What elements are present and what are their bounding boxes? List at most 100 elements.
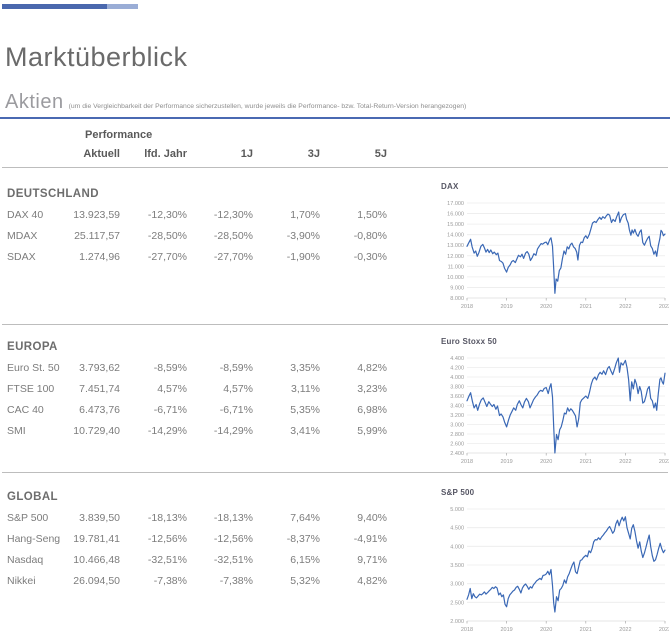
chart-sp-500: S&P 500 2.000 2.500 3.000 3.500 4.000 4.500 5.…	[441, 487, 669, 635]
chart-plot: 2.000 2.500 3.000 3.500 4.000 4.500 5.000 2018 2…	[450, 507, 669, 633]
section-title: GLOBAL	[7, 491, 58, 503]
row-value: -27,70%	[213, 251, 253, 263]
row-value: -0,30%	[353, 251, 387, 263]
row-value: -27,70%	[147, 251, 187, 263]
row-value: 3,41%	[290, 425, 320, 437]
row-value: -8,59%	[219, 362, 253, 374]
row-value: 5,32%	[290, 575, 320, 587]
row-value: -28,50%	[213, 230, 253, 242]
table-row: S&P 500 3.839,50 -18,13% -18,13% 7,64% 9,40%	[7, 508, 387, 529]
y-tick-label: 14.000	[447, 233, 464, 239]
row-label: SDAX	[7, 251, 36, 263]
table-section-deutschland: DEUTSCHLAND DAX 40 13.923,59 -12,30% -12,30…	[7, 188, 387, 268]
row-label: MDAX	[7, 230, 38, 242]
row-value: 1,70%	[290, 209, 320, 221]
y-tick-label: 11.000	[448, 264, 464, 270]
y-tick-label: 2.000	[450, 619, 464, 625]
row-value: -1,90%	[286, 251, 320, 263]
row-value: 4,57%	[223, 383, 253, 395]
row-label: DAX 40	[7, 209, 44, 221]
y-tick-label: 3.800	[450, 385, 464, 391]
row-value: -18,13%	[147, 512, 187, 524]
y-tick-label: 16.000	[447, 212, 464, 218]
row-value: -32,51%	[147, 554, 187, 566]
price-line	[466, 357, 666, 454]
y-tick-label: 3.000	[450, 582, 464, 588]
section-heading-note: (um die Vergleichbarkeit der Performance…	[68, 103, 467, 110]
y-tick-label: 12.000	[447, 254, 464, 260]
row-label: Hang-Seng	[7, 533, 61, 545]
row-label: FTSE 100	[7, 383, 55, 395]
y-tick-label: 4.200	[450, 366, 464, 372]
column-header-3j: 3J	[307, 148, 320, 160]
row-value: -32,51%	[213, 554, 253, 566]
row-value: 9,40%	[357, 512, 387, 524]
x-tick-label: 2022	[619, 459, 631, 465]
row-value: -14,29%	[213, 425, 253, 437]
y-tick-label: 3.600	[450, 394, 464, 400]
row-value: -12,30%	[147, 209, 187, 221]
section-title: EUROPA	[7, 341, 58, 353]
section-rows: Euro St. 50 3.793,62 -8,59% -8,59% 3,35% 4,82…	[7, 358, 387, 442]
row-value: -12,56%	[147, 533, 187, 545]
row-value: -4,91%	[353, 533, 387, 545]
page-title: Marktüberblick	[5, 42, 188, 72]
row-value: 19.781,41	[73, 533, 120, 545]
row-value: 10.729,40	[73, 425, 120, 437]
row-value: 4,57%	[157, 383, 187, 395]
x-tick-label: 2023	[659, 627, 669, 633]
row-label: CAC 40	[7, 404, 44, 416]
row-label: S&P 500	[7, 512, 49, 524]
row-value: -28,50%	[147, 230, 187, 242]
table-row: Hang-Seng 19.781,41 -12,56% -12,56% -8,37% -4…	[7, 529, 387, 550]
row-value: 3.839,50	[79, 512, 120, 524]
chart-title: DAX	[441, 182, 459, 191]
table-section-europa: EUROPA Euro St. 50 3.793,62 -8,59% -8,59% 3,…	[7, 341, 387, 442]
chart-plot: 8.000 9.000 10.000 11.000 12.000 13.000 14.000…	[447, 201, 669, 310]
row-value: 6,98%	[357, 404, 387, 416]
row-label: Nasdaq	[7, 554, 44, 566]
column-header-5j: 5J	[374, 148, 387, 160]
row-value: 1.274,96	[79, 251, 120, 263]
row-value: 7.451,74	[79, 383, 120, 395]
x-tick-label: 2021	[580, 459, 592, 465]
column-header-lfd-jahr: lfd. Jahr	[144, 148, 187, 160]
y-tick-label: 2.600	[450, 442, 464, 448]
row-value: 3,35%	[290, 362, 320, 374]
x-tick-label: 2019	[500, 459, 512, 465]
x-tick-label: 2022	[619, 627, 631, 633]
row-value: -7,38%	[219, 575, 253, 587]
x-tick-label: 2018	[461, 304, 473, 310]
chart-title: S&P 500	[441, 488, 475, 497]
table-row: DAX 40 13.923,59 -12,30% -12,30% 1,70% 1,50%	[7, 205, 387, 226]
price-line	[466, 211, 666, 294]
section-heading-label: Aktien	[5, 91, 64, 113]
section-heading: Aktien (um die Vergleichbarkeit der Perfo…	[5, 91, 466, 114]
y-tick-label: 3.500	[450, 563, 464, 569]
table-row: MDAX 25.117,57 -28,50% -28,50% -3,90% -0,80%	[7, 226, 387, 247]
x-tick-label: 2019	[500, 627, 512, 633]
y-tick-label: 3.000	[450, 423, 464, 429]
y-tick-label: 17.000	[447, 201, 464, 207]
table-row: Nikkei 26.094,50 -7,38% -7,38% 5,32% 4,82%	[7, 571, 387, 592]
chart-plot: 2.400 2.600 2.800 3.000 3.200 3.400 3.600 3.800…	[450, 356, 669, 465]
row-value: -18,13%	[213, 512, 253, 524]
section-title: DEUTSCHLAND	[7, 188, 99, 200]
section-divider	[2, 472, 668, 473]
row-value: 6,15%	[290, 554, 320, 566]
x-tick-label: 2023	[659, 459, 669, 465]
chart-title: Euro Stoxx 50	[441, 337, 497, 346]
row-value: -8,37%	[286, 533, 320, 545]
y-tick-label: 4.000	[450, 544, 464, 550]
row-label: Nikkei	[7, 575, 36, 587]
performance-group-label: Performance	[85, 129, 153, 141]
y-tick-label: 9.000	[450, 285, 464, 291]
y-tick-label: 3.200	[450, 413, 464, 419]
y-tick-label: 3.400	[450, 404, 464, 410]
x-tick-label: 2018	[461, 627, 473, 633]
row-value: 3,11%	[291, 383, 320, 395]
row-value: 3.793,62	[79, 362, 120, 374]
x-tick-label: 2023	[659, 304, 669, 310]
x-tick-label: 2022	[619, 304, 631, 310]
row-value: -3,90%	[286, 230, 320, 242]
